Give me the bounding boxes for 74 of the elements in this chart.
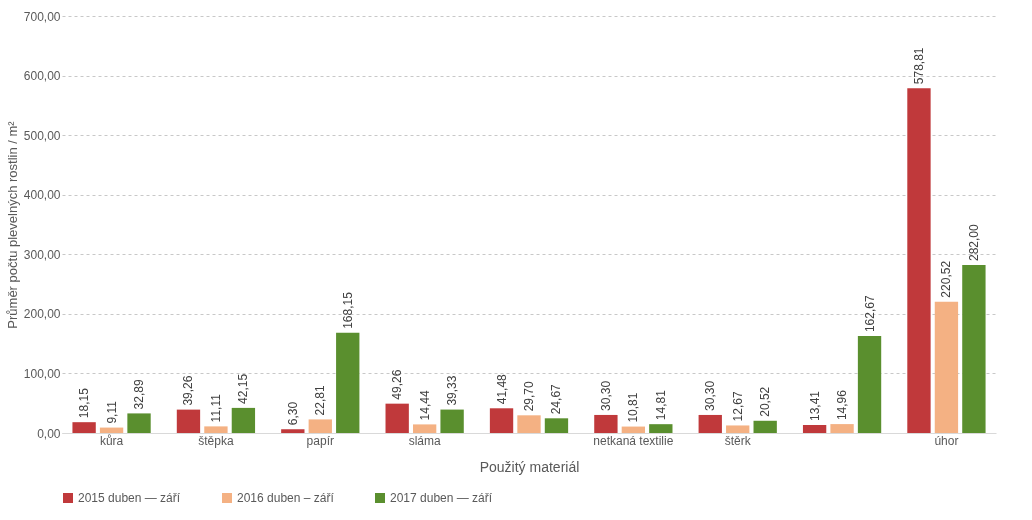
bar: [385, 403, 409, 433]
data-label: 14,96: [835, 389, 850, 421]
bar: [544, 418, 569, 433]
bar: [281, 429, 305, 433]
bar: [127, 413, 151, 433]
bar: [726, 425, 750, 433]
bar: [594, 414, 618, 433]
data-label: 13,41: [807, 390, 822, 422]
bar: [412, 424, 437, 433]
bar: [336, 332, 360, 433]
data-label: 10,81: [626, 392, 641, 423]
data-label: 14,44: [417, 390, 432, 421]
legend-label: 2017 duben — září: [390, 491, 493, 505]
data-label: 32,89: [132, 379, 147, 410]
data-label: 12,67: [730, 391, 745, 422]
bar: [308, 419, 332, 433]
data-label: 22,81: [313, 385, 328, 416]
y-tick-label: 300,00: [23, 247, 61, 262]
y-tick-label: 500,00: [23, 128, 61, 143]
data-label: 20,52: [758, 386, 773, 417]
bar: [440, 409, 464, 433]
y-tick-label: 700,00: [23, 9, 61, 24]
x-tick-label: papír: [306, 433, 334, 448]
data-label: 24,67: [549, 383, 564, 415]
bar: [72, 422, 96, 433]
data-label: 39,26: [181, 375, 196, 406]
x-axis-title: Použitý materiál: [479, 458, 580, 475]
bar: [176, 409, 201, 433]
data-label: 220,52: [939, 260, 954, 298]
y-axis-title: Průměr počtu plevelných rostlin / m²: [4, 120, 20, 329]
data-label: 9,11: [104, 400, 119, 424]
bar: [962, 265, 986, 433]
data-label: 42,15: [236, 373, 251, 404]
data-label: 578,81: [911, 47, 926, 85]
data-label: 49,26: [390, 369, 405, 400]
x-tick-label: netkaná textilie: [593, 433, 674, 448]
bar: [517, 415, 541, 433]
bar: [934, 301, 959, 433]
data-label: 41,48: [494, 373, 509, 405]
bar: [698, 414, 722, 433]
data-label: 162,67: [862, 295, 877, 333]
y-tick-label: 100,00: [23, 366, 61, 381]
x-tick-label: sláma: [408, 433, 441, 448]
bar: [621, 426, 646, 433]
legend-label: 2016 duben – září: [237, 491, 335, 505]
data-label: 30,30: [598, 380, 613, 411]
bar: [830, 424, 854, 433]
data-label: 39,33: [445, 375, 460, 406]
bar: [649, 424, 673, 433]
data-label: 6,30: [285, 401, 300, 426]
x-tick-label: štěpka: [198, 433, 234, 448]
bar: [489, 408, 514, 433]
data-label: 14,81: [653, 389, 668, 421]
bar: [802, 425, 827, 433]
bar: [204, 426, 228, 433]
data-label: 282,00: [966, 223, 981, 262]
data-label: 30,30: [703, 380, 718, 411]
bar: [99, 427, 124, 433]
legend-label: 2015 duben — září: [78, 491, 181, 505]
y-tick-label: 0,00: [37, 426, 61, 441]
y-tick-label: 200,00: [23, 307, 61, 322]
bar: [231, 407, 256, 433]
x-tick-label: štěrk: [724, 433, 752, 448]
data-label: 168,15: [340, 291, 355, 329]
data-label: 18,15: [77, 387, 92, 419]
bar: [753, 420, 777, 433]
data-label: 11,11: [208, 393, 223, 423]
x-tick-label: úhor: [934, 433, 959, 448]
bar: [907, 88, 931, 433]
y-tick-label: 400,00: [23, 188, 61, 203]
data-label: 29,70: [522, 380, 536, 412]
bar: [857, 336, 882, 433]
y-tick-label: 600,00: [23, 69, 61, 84]
x-tick-label: kůra: [99, 433, 124, 448]
